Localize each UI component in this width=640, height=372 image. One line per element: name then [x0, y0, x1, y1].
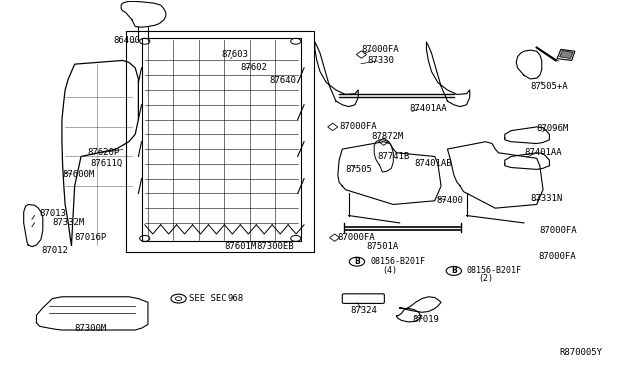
Text: 87611Q: 87611Q [91, 159, 123, 169]
Text: 87300EB: 87300EB [256, 243, 294, 251]
Text: (4): (4) [383, 266, 397, 275]
Text: 87000FA: 87000FA [362, 45, 399, 54]
Text: 87401AA: 87401AA [409, 104, 447, 113]
Text: 87601M: 87601M [225, 243, 257, 251]
Text: 87096M: 87096M [537, 124, 569, 133]
Text: (2): (2) [478, 274, 493, 283]
Text: 87640: 87640 [269, 76, 296, 85]
Text: 87013: 87013 [40, 209, 67, 218]
Text: 87019: 87019 [412, 315, 439, 324]
Text: 87602: 87602 [241, 63, 268, 72]
Text: 87016P: 87016P [75, 233, 107, 242]
Text: 87501A: 87501A [367, 243, 399, 251]
Text: 87324: 87324 [351, 306, 378, 315]
Polygon shape [559, 51, 573, 59]
Text: 86400: 86400 [113, 36, 140, 45]
Text: 87401AB: 87401AB [414, 159, 452, 169]
Text: 87505: 87505 [346, 165, 372, 174]
Text: 87600M: 87600M [62, 170, 94, 179]
Text: 87331N: 87331N [531, 195, 563, 203]
Text: 87012: 87012 [41, 246, 68, 255]
Text: SEE SEC: SEE SEC [189, 294, 227, 303]
Text: 87505+A: 87505+A [531, 82, 568, 91]
Text: 08156-B201F: 08156-B201F [371, 257, 426, 266]
Text: R870005Y: R870005Y [559, 348, 602, 357]
Text: 87300M: 87300M [75, 324, 107, 333]
Text: 87401AA: 87401AA [524, 148, 561, 157]
Text: 87330: 87330 [368, 56, 395, 65]
Text: 87000FA: 87000FA [540, 226, 577, 235]
Text: 87000FA: 87000FA [539, 251, 576, 261]
Text: B: B [354, 257, 360, 266]
Text: 87000FA: 87000FA [339, 122, 377, 131]
Text: 87872M: 87872M [371, 132, 403, 141]
Text: B: B [451, 266, 457, 275]
Text: 08156-B201F: 08156-B201F [467, 266, 522, 275]
Text: 87741B: 87741B [378, 152, 410, 161]
Text: 87620P: 87620P [88, 148, 120, 157]
Text: 87400: 87400 [436, 196, 463, 205]
Text: 87332M: 87332M [52, 218, 84, 227]
Text: 87603: 87603 [221, 51, 248, 60]
Text: 968: 968 [228, 294, 244, 303]
Text: 87000FA: 87000FA [337, 233, 375, 242]
